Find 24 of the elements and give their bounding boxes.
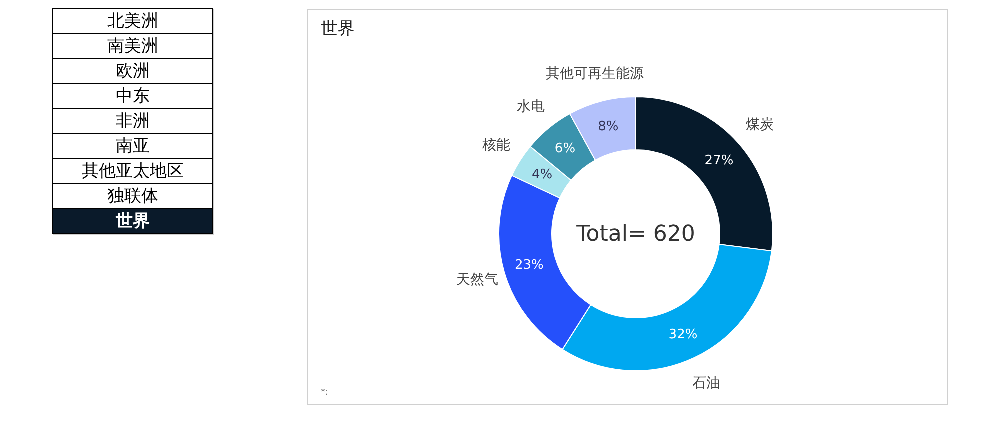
slice-label: 其他可再生能源 <box>546 66 644 82</box>
category-label: 南美洲 <box>108 36 158 56</box>
data-label: 23% <box>514 258 544 273</box>
slice-label: 核能 <box>482 138 511 154</box>
category-label: 世界 <box>115 212 150 232</box>
chart-title: 世界 <box>321 19 355 39</box>
data-label: 4% <box>532 168 553 183</box>
category-label: 其他亚太地区 <box>82 162 184 182</box>
data-label: 32% <box>668 327 698 342</box>
slice-label: 天然气 <box>456 272 499 288</box>
text: *: <box>321 388 329 398</box>
slice-label: 石油 <box>692 375 720 392</box>
data-label: 8% <box>598 119 619 134</box>
category-label: 北美洲 <box>108 12 158 32</box>
slice-label: 煤炭 <box>746 116 774 133</box>
category-label: 欧洲 <box>116 62 150 82</box>
category-label: 中东 <box>116 86 150 106</box>
slice-label: 水电 <box>516 98 545 115</box>
category-label: 南亚 <box>116 136 150 156</box>
data-label: 6% <box>554 141 576 156</box>
data-label: 27% <box>704 154 734 169</box>
text: Total= 620 <box>576 222 696 247</box>
category-label: 非洲 <box>116 112 150 132</box>
category-label: 独联体 <box>108 186 158 206</box>
